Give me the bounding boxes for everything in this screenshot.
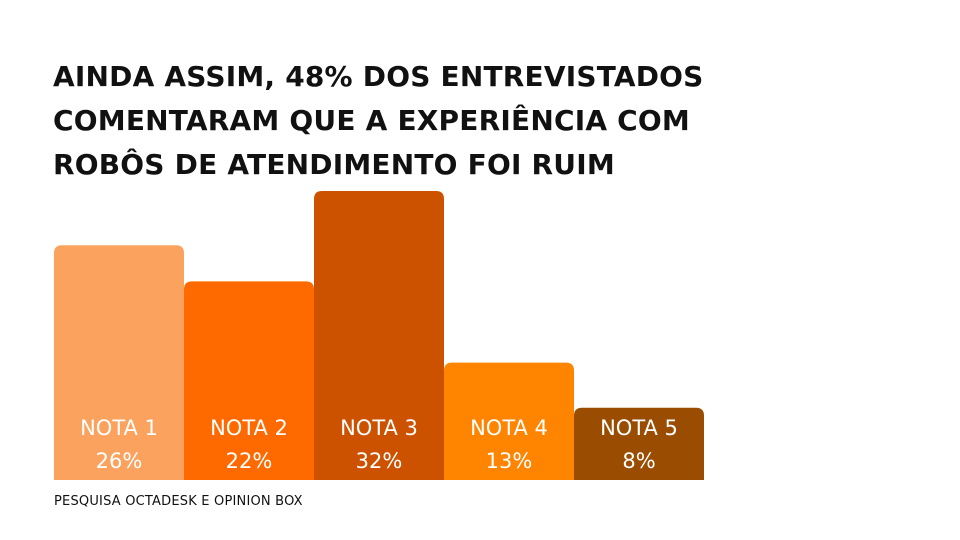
bar-2 [184, 281, 314, 480]
chart-title: AINDA ASSIM, 48% DOS ENTREVISTADOS COMEN… [53, 55, 753, 187]
bar-value-label-3: 32% [356, 449, 403, 473]
bar-5 [574, 407, 704, 480]
chart-title-line-3: ROBÔS DE ATENDIMENTO FOI RUIM [53, 148, 615, 181]
bar-value-label-4: 13% [486, 449, 533, 473]
bar-value-label-1: 26% [96, 449, 143, 473]
bar-4 [444, 362, 574, 480]
bar-3 [314, 191, 444, 480]
bar-value-label-2: 22% [226, 449, 273, 473]
bar-value-label-5: 8% [622, 449, 655, 473]
source-note: PESQUISA OCTADESK E OPINION BOX [54, 494, 303, 509]
bar-category-label-1: NOTA 1 [80, 416, 158, 440]
bar-category-label-2: NOTA 2 [210, 416, 288, 440]
chart-title-line-2: COMENTARAM QUE A EXPERIÊNCIA COM [53, 104, 690, 137]
bar-1 [54, 245, 184, 480]
bar-category-label-4: NOTA 4 [470, 416, 548, 440]
bar-category-label-3: NOTA 3 [340, 416, 418, 440]
bar-category-label-5: NOTA 5 [600, 416, 678, 440]
chart-title-line-1: AINDA ASSIM, 48% DOS ENTREVISTADOS [53, 60, 704, 93]
